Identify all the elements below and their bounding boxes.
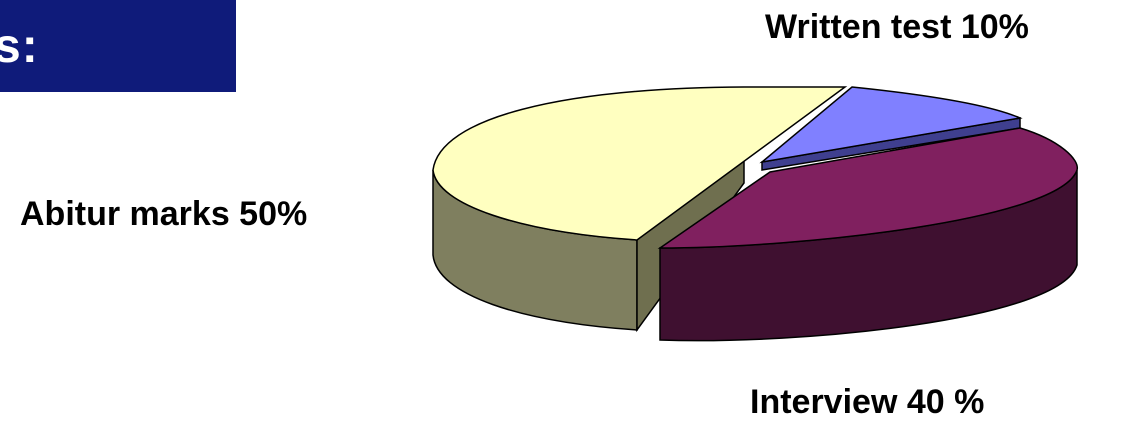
label-interview: Interview 40 % <box>750 383 985 421</box>
slice-abitur-top <box>432 86 848 241</box>
label-written-test: Written test 10% <box>765 8 1029 46</box>
label-abitur-marks: Abitur marks 50% <box>20 195 308 233</box>
slice-interview-top <box>657 127 1078 249</box>
title-banner: s: <box>0 0 236 92</box>
title-banner-text: s: <box>0 19 39 73</box>
slice-written-top <box>759 86 1023 164</box>
slice-interview <box>657 127 1078 342</box>
